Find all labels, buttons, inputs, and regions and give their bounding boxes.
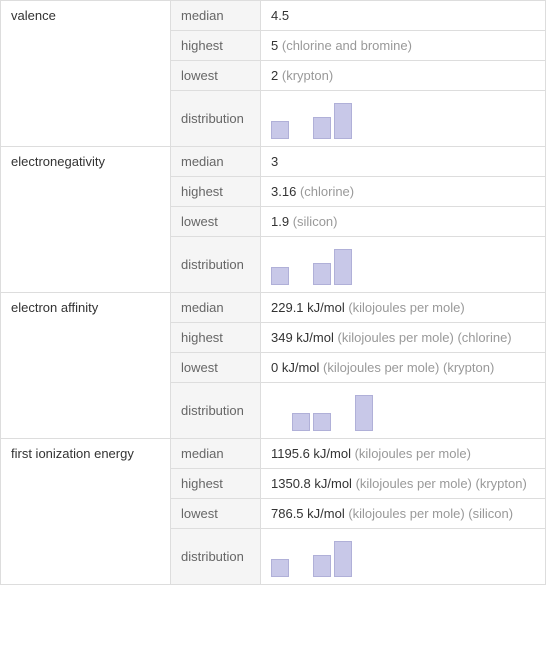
- value-text: 3.16: [271, 184, 296, 199]
- property-name: electron affinity: [1, 293, 171, 439]
- distribution-bar: [334, 103, 352, 139]
- distribution-bar: [313, 413, 331, 431]
- value-cell: 1.9 (silicon): [261, 207, 546, 237]
- value-cell: 1195.6 kJ/mol (kilojoules per mole): [261, 439, 546, 469]
- distribution-bar: [334, 249, 352, 285]
- value-cell: 229.1 kJ/mol (kilojoules per mole): [261, 293, 546, 323]
- distribution-cell: [261, 383, 546, 439]
- distribution-bar: [292, 413, 310, 431]
- value-text: 1350.8 kJ/mol: [271, 476, 352, 491]
- stat-label: median: [171, 293, 261, 323]
- unit-text: (kilojoules per mole): [348, 506, 464, 521]
- value-cell: 4.5: [261, 1, 546, 31]
- stat-label: distribution: [171, 529, 261, 585]
- distribution-cell: [261, 529, 546, 585]
- stat-label: highest: [171, 323, 261, 353]
- distribution-chart: [271, 99, 535, 139]
- note-text: (silicon): [468, 506, 513, 521]
- stat-label: median: [171, 1, 261, 31]
- note-text: (chlorine and bromine): [282, 38, 412, 53]
- unit-text: (kilojoules per mole): [338, 330, 454, 345]
- note-text: (silicon): [293, 214, 338, 229]
- distribution-chart: [271, 537, 535, 577]
- value-text: 5: [271, 38, 278, 53]
- value-cell: 1350.8 kJ/mol (kilojoules per mole) (kry…: [261, 469, 546, 499]
- note-text: (krypton): [476, 476, 527, 491]
- value-text: 1.9: [271, 214, 289, 229]
- distribution-bar: [313, 555, 331, 577]
- stat-label: lowest: [171, 353, 261, 383]
- unit-text: (kilojoules per mole): [356, 476, 472, 491]
- distribution-cell: [261, 237, 546, 293]
- unit-text: (kilojoules per mole): [348, 300, 464, 315]
- property-name: valence: [1, 1, 171, 147]
- stat-label: distribution: [171, 91, 261, 147]
- table-row: first ionization energymedian1195.6 kJ/m…: [1, 439, 546, 469]
- value-text: 229.1 kJ/mol: [271, 300, 345, 315]
- unit-text: (kilojoules per mole): [323, 360, 439, 375]
- note-text: (krypton): [443, 360, 494, 375]
- property-name: electronegativity: [1, 147, 171, 293]
- value-text: 3: [271, 154, 278, 169]
- distribution-bar: [313, 263, 331, 285]
- table-row: valencemedian4.5: [1, 1, 546, 31]
- properties-table: valencemedian4.5highest5 (chlorine and b…: [0, 0, 546, 585]
- stat-label: median: [171, 147, 261, 177]
- stat-label: median: [171, 439, 261, 469]
- value-text: 349 kJ/mol: [271, 330, 334, 345]
- distribution-bar: [271, 121, 289, 139]
- property-name: first ionization energy: [1, 439, 171, 585]
- table-row: electron affinitymedian229.1 kJ/mol (kil…: [1, 293, 546, 323]
- value-cell: 5 (chlorine and bromine): [261, 31, 546, 61]
- stat-label: lowest: [171, 61, 261, 91]
- distribution-bar: [334, 541, 352, 577]
- distribution-bar: [271, 267, 289, 285]
- distribution-bar: [271, 559, 289, 577]
- stat-label: highest: [171, 177, 261, 207]
- note-text: (chlorine): [457, 330, 511, 345]
- stat-label: highest: [171, 31, 261, 61]
- value-text: 786.5 kJ/mol: [271, 506, 345, 521]
- note-text: (chlorine): [300, 184, 354, 199]
- value-cell: 3: [261, 147, 546, 177]
- stat-label: distribution: [171, 237, 261, 293]
- note-text: (krypton): [282, 68, 333, 83]
- value-cell: 2 (krypton): [261, 61, 546, 91]
- distribution-chart: [271, 245, 535, 285]
- stat-label: highest: [171, 469, 261, 499]
- distribution-chart: [271, 391, 535, 431]
- distribution-bar: [355, 395, 373, 431]
- value-text: 2: [271, 68, 278, 83]
- table-row: electronegativitymedian3: [1, 147, 546, 177]
- value-text: 4.5: [271, 8, 289, 23]
- value-cell: 3.16 (chlorine): [261, 177, 546, 207]
- stat-label: lowest: [171, 207, 261, 237]
- value-cell: 349 kJ/mol (kilojoules per mole) (chlori…: [261, 323, 546, 353]
- unit-text: (kilojoules per mole): [355, 446, 471, 461]
- distribution-cell: [261, 91, 546, 147]
- stat-label: distribution: [171, 383, 261, 439]
- value-text: 1195.6 kJ/mol: [271, 446, 351, 461]
- distribution-bar: [313, 117, 331, 139]
- stat-label: lowest: [171, 499, 261, 529]
- value-text: 0 kJ/mol: [271, 360, 319, 375]
- value-cell: 0 kJ/mol (kilojoules per mole) (krypton): [261, 353, 546, 383]
- value-cell: 786.5 kJ/mol (kilojoules per mole) (sili…: [261, 499, 546, 529]
